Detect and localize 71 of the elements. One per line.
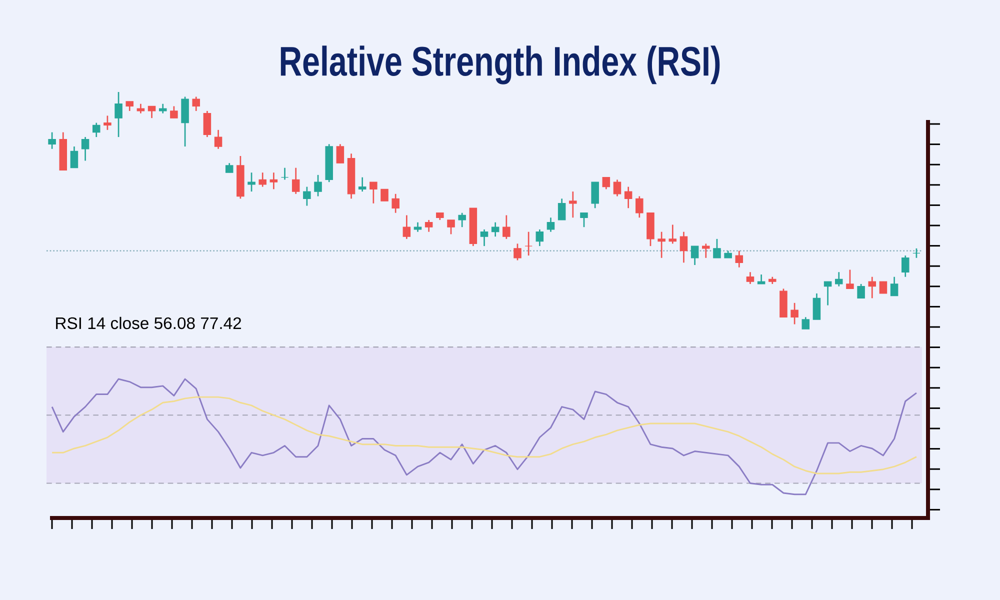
candlestick: [668, 224, 677, 244]
candlestick: [392, 193, 400, 214]
candlestick: [735, 250, 744, 268]
candlestick: [203, 110, 212, 138]
candlestick: [414, 222, 422, 232]
candlestick: [558, 198, 566, 221]
candlestick: [380, 188, 388, 202]
candlestick: [358, 176, 366, 192]
candlestick: [580, 212, 588, 228]
candlestick: [280, 167, 289, 180]
candlestick: [225, 162, 234, 174]
candlestick: [602, 176, 610, 190]
candlestick: [258, 172, 266, 188]
candlestick: [48, 132, 56, 150]
candlestick: [591, 181, 599, 209]
candlestick: [136, 103, 145, 114]
candlestick: [802, 316, 810, 330]
candlestick: [569, 190, 577, 218]
candlestick: [536, 228, 544, 247]
candlestick: [158, 103, 167, 114]
candlestick: [170, 106, 178, 119]
candlestick: [314, 174, 322, 197]
chart-title: RSI 14 close 56.08 77.42: [56, 316, 242, 330]
candlestick: [835, 271, 843, 288]
candlestick: [824, 280, 832, 306]
candlestick: [690, 245, 699, 266]
candlestick: [81, 136, 90, 162]
candlestick: [458, 212, 466, 228]
candlestick: [790, 302, 798, 325]
candlestick: [303, 186, 311, 206]
candlestick: [680, 231, 688, 264]
candlestick: [192, 96, 200, 112]
candlestick: [270, 172, 278, 190]
candlestick: [148, 106, 156, 119]
candlestick: [912, 248, 920, 259]
candlestick: [846, 269, 854, 290]
candlestick: [868, 276, 876, 299]
candlestick: [480, 228, 488, 247]
candlestick: [901, 254, 910, 278]
candlestick: [126, 100, 134, 112]
candlestick: [502, 214, 510, 240]
candlestick: [292, 167, 300, 195]
candlestick: [424, 219, 433, 232]
candlestick: [879, 280, 888, 294]
candlestick: [70, 146, 78, 169]
candlestick: [104, 115, 112, 131]
candlestick: [336, 143, 344, 164]
candlestick: [658, 231, 666, 259]
candlestick: [402, 214, 411, 240]
candlestick: [757, 274, 766, 285]
candlestick: [114, 91, 122, 138]
candlestick: [746, 271, 754, 285]
candlestick: [214, 129, 222, 150]
candlestick: [812, 292, 821, 320]
candlestick: [514, 243, 522, 261]
candlestick: [702, 243, 710, 259]
candlestick: [613, 179, 622, 197]
candlestick: [546, 216, 555, 232]
chart-title: Relative Strength Index (RSI): [280, 46, 720, 84]
candlestick: [181, 96, 189, 148]
candlestick: [890, 276, 898, 296]
candlestick: [624, 186, 632, 209]
candlestick: [857, 283, 865, 299]
candlestick: [524, 231, 532, 256]
candlestick: [491, 222, 500, 238]
candlestick: [713, 238, 721, 259]
candlestick: [248, 172, 256, 192]
candlestick: [370, 181, 378, 204]
candlestick: [636, 196, 644, 218]
candlestick: [92, 122, 100, 138]
candlestick: [447, 219, 455, 235]
